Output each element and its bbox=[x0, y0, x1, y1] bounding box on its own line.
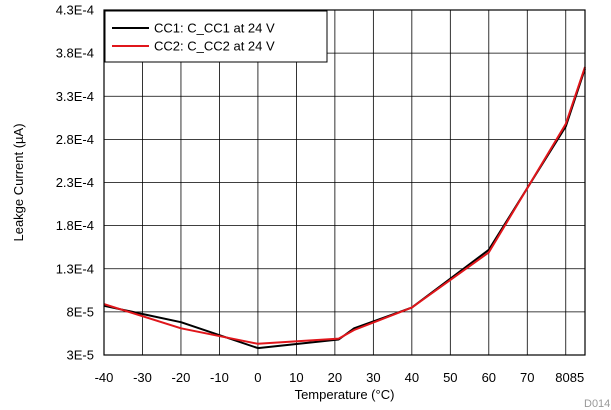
x-tick-label: -20 bbox=[172, 370, 191, 385]
x-tick-label: -40 bbox=[95, 370, 114, 385]
y-tick-label: 3.8E-4 bbox=[56, 46, 94, 61]
x-tick-label: 60 bbox=[482, 370, 496, 385]
x-tick-label: 70 bbox=[520, 370, 534, 385]
series-lines bbox=[103, 66, 586, 350]
series-line-cc2 bbox=[103, 66, 586, 345]
x-tick-label: 85 bbox=[570, 370, 584, 385]
legend-box bbox=[104, 10, 328, 63]
legend-label-cc1: CC1: C_CC1 at 24 V bbox=[154, 21, 275, 36]
legend-label-cc2: CC2: C_CC2 at 24 V bbox=[154, 39, 275, 54]
x-tick-label: -30 bbox=[133, 370, 152, 385]
legend: CC1: C_CC1 at 24 V CC2: C_CC2 at 24 V bbox=[104, 10, 328, 63]
x-tick-label: 10 bbox=[289, 370, 303, 385]
y-tick-label: 2.3E-4 bbox=[56, 175, 94, 190]
y-tick-label: 1.8E-4 bbox=[56, 218, 94, 233]
x-tick-label: 40 bbox=[405, 370, 419, 385]
x-tick-label: 80 bbox=[555, 370, 569, 385]
x-tick-label: 50 bbox=[443, 370, 457, 385]
y-tick-label: 4.3E-4 bbox=[56, 3, 94, 18]
x-tick-label: 20 bbox=[328, 370, 342, 385]
x-tick-label: 0 bbox=[254, 370, 261, 385]
grid-lines bbox=[104, 10, 585, 355]
x-tick-label: -10 bbox=[210, 370, 229, 385]
y-tick-label: 1.3E-4 bbox=[56, 261, 94, 276]
y-tick-labels: 3E-5 8E-5 1.3E-4 1.8E-4 2.3E-4 2.8E-4 3.3E-4 3.… bbox=[56, 3, 94, 363]
plot-frame bbox=[103, 9, 586, 356]
figure-code: D014 bbox=[584, 398, 610, 410]
y-tick-label: 8E-5 bbox=[67, 304, 94, 319]
y-tick-label: 3.3E-4 bbox=[56, 89, 94, 104]
x-tick-labels: -40 -30 -20 -10 0 10 20 30 40 50 60 70 80 85 bbox=[95, 370, 585, 385]
y-tick-label: 3E-5 bbox=[67, 348, 94, 363]
x-tick-label: 30 bbox=[366, 370, 380, 385]
y-axis-title: Leakge Current (µA) bbox=[11, 123, 26, 241]
y-tick-label: 2.8E-4 bbox=[56, 132, 94, 147]
x-axis-title: Temperature (°C) bbox=[295, 387, 395, 402]
